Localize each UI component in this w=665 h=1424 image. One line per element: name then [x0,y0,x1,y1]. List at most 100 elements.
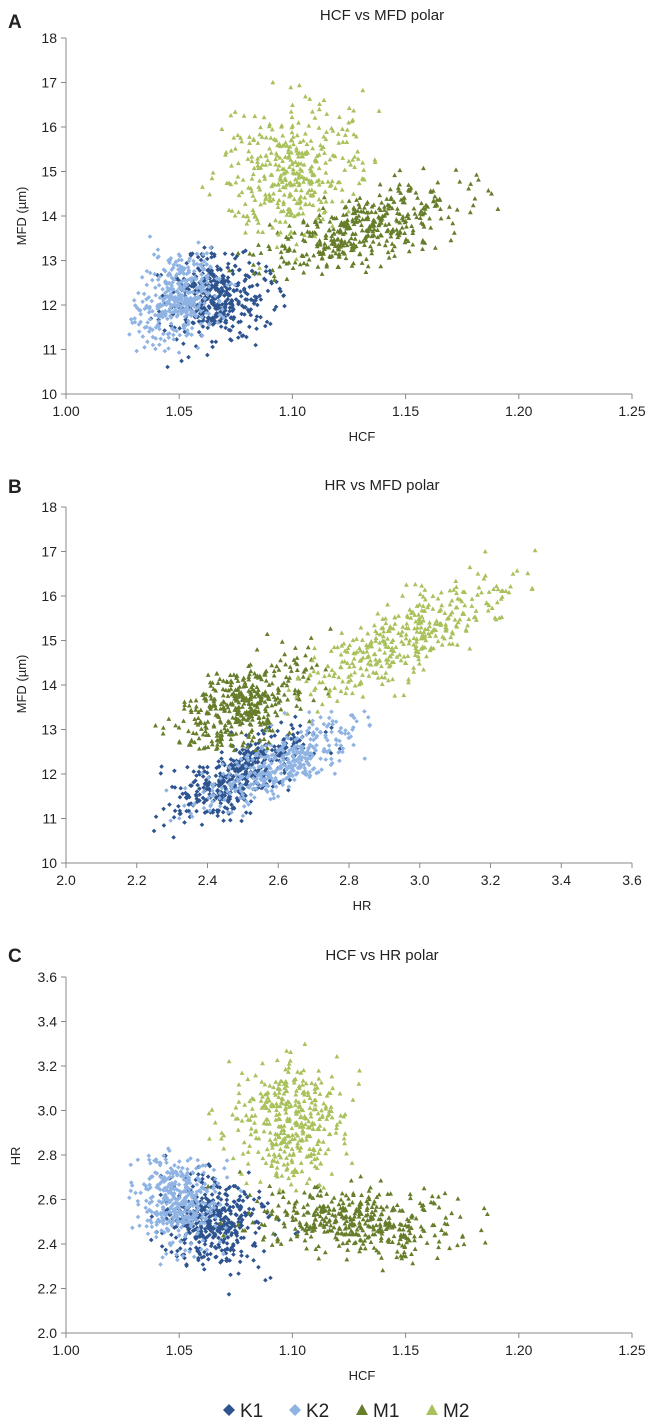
data-point [365,210,371,215]
data-point [185,764,190,770]
data-point [370,239,376,244]
data-point [206,304,212,309]
data-point [307,672,313,678]
data-point [196,1172,201,1177]
data-point [421,634,427,640]
data-point [323,757,329,762]
data-point [297,261,303,267]
data-point [358,1223,363,1229]
data-point [223,320,229,326]
data-point [274,778,279,784]
data-point [244,334,249,340]
data-point [282,1208,288,1214]
data-point [204,261,209,267]
data-point [281,1162,287,1167]
data-point [144,1209,150,1215]
data-point [208,683,214,688]
data-point [262,689,268,694]
data-point [208,803,213,809]
data-point [324,1116,330,1121]
data-point [205,267,210,273]
data-point [346,120,352,125]
data-point [194,789,200,794]
data-point [321,194,327,200]
data-point [267,1137,273,1142]
data-point [324,1093,330,1098]
data-point [231,690,236,696]
data-point [297,763,303,769]
data-point [304,1230,310,1236]
data-point [430,593,436,598]
data-point [406,215,412,220]
data-point [249,738,255,743]
data-point [223,1225,229,1231]
data-point [301,218,306,223]
data-point [282,770,287,776]
data-point [201,785,207,790]
data-point [473,608,479,613]
data-point [295,743,300,749]
data-point [360,87,366,93]
data-point [390,625,396,631]
data-point [295,1231,300,1237]
data-point [252,1113,258,1118]
data-point [350,1097,356,1102]
data-point [315,709,321,714]
data-point [449,1210,455,1216]
data-point [318,218,323,224]
data-point [265,789,270,795]
data-point [266,775,271,781]
data-point [344,685,350,690]
data-point [383,1226,389,1231]
data-point [220,775,226,780]
data-point [468,181,474,186]
data-point [360,216,365,222]
data-point [218,735,224,740]
data-point [206,311,212,317]
data-point [403,236,409,242]
data-point [262,721,268,726]
data-point [182,289,188,295]
data-point [390,676,396,682]
data-point [324,129,329,134]
data-point [174,272,180,277]
data-point [165,281,171,286]
data-point [432,194,438,199]
data-point [420,1206,426,1211]
data-point [392,172,398,178]
data-point [273,784,279,790]
data-point [258,124,263,130]
data-point [160,1255,165,1260]
data-point [340,139,346,144]
data-point [158,1192,164,1198]
data-point [257,265,263,270]
data-point [177,1208,183,1214]
data-point [331,644,337,650]
data-point [331,1206,337,1211]
data-point [366,1188,372,1193]
data-point [377,631,383,637]
data-point [304,149,310,154]
panel-a: A HCF vs MFD polar HCF MFD (µm) 1.00 1.05… [8,7,646,444]
data-point [280,1100,285,1106]
data-point [269,760,274,766]
data-point [376,205,382,211]
data-point [396,1240,402,1246]
data-point [316,125,322,130]
data-point [353,208,359,213]
data-point [204,256,210,262]
data-point [411,665,417,670]
data-point [278,124,284,129]
data-point [274,663,280,669]
data-point [236,280,241,286]
data-point [193,1192,199,1197]
data-point [242,776,248,782]
y-axis-label-b: MFD (µm) [14,655,29,714]
data-point [167,802,172,807]
data-point [278,1155,284,1160]
data-point [233,1212,239,1217]
data-point [170,296,175,302]
data-point [221,1146,227,1151]
data-point [389,241,395,246]
data-point [267,194,273,199]
